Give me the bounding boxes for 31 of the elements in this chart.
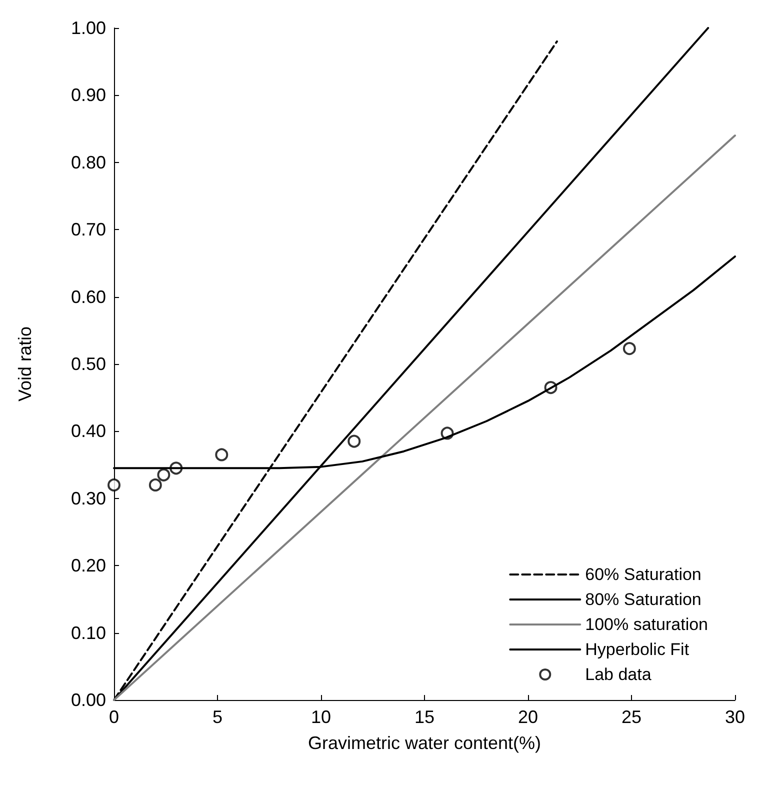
y-axis-title: Void ratio — [15, 326, 35, 402]
y-tick-label: 0.80 — [70, 152, 106, 172]
x-tick-label: 5 — [212, 707, 223, 727]
point — [215, 448, 228, 462]
x-tick-label: 30 — [724, 707, 746, 727]
point — [348, 434, 361, 448]
point — [622, 342, 636, 356]
x-tick-label: 0 — [108, 707, 120, 727]
point — [157, 468, 170, 482]
y-tick-label: 0.20 — [70, 556, 106, 576]
legend-label: 60% Saturation — [585, 565, 702, 584]
point — [108, 478, 120, 492]
x-tick-label: 15 — [414, 707, 435, 727]
y-tick-label: 1.00 — [70, 18, 106, 38]
x-tick-label: 10 — [310, 707, 332, 727]
x-tick-label: 25 — [621, 707, 642, 727]
x-tick-label: 20 — [518, 707, 538, 727]
y-tick-label: 0.10 — [70, 622, 106, 643]
point — [148, 478, 162, 492]
y-tick-label: 0.70 — [70, 220, 106, 240]
x-axis-title: Gravimetric water content(%) — [308, 733, 542, 753]
legend-label: Hyperbolic Fit — [585, 640, 690, 659]
y-tick-label: 0.50 — [70, 354, 106, 374]
legend-label: 80% Saturation — [585, 590, 702, 609]
y-tick-label: 0.60 — [70, 286, 106, 307]
y-tick-label: 0.30 — [70, 488, 106, 508]
y-tick-label: 0.00 — [70, 690, 106, 710]
y-tick-label: 0.90 — [70, 85, 106, 106]
y-tick-label: 0.40 — [70, 421, 106, 442]
legend-label: 100% saturation — [585, 615, 708, 634]
legend-label: Lab data — [585, 665, 652, 684]
